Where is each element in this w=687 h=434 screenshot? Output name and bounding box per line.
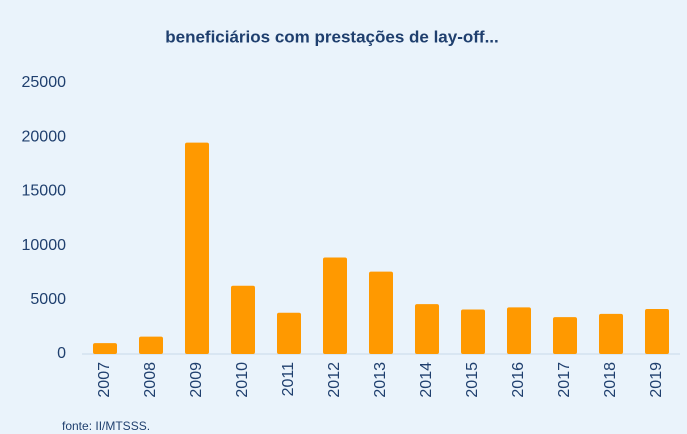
bar (645, 309, 669, 354)
bar (231, 285, 255, 354)
bar (185, 142, 209, 354)
y-tick-label: 20000 (22, 128, 67, 145)
x-tick-label: 2010 (234, 362, 251, 398)
x-tick-label: 2018 (602, 362, 619, 398)
y-tick-label: 0 (57, 345, 66, 362)
bar (553, 317, 577, 354)
x-tick-label: 2015 (464, 362, 481, 398)
source-note: fonte: II/MTSSS. (62, 419, 150, 433)
bar (599, 313, 623, 354)
x-tick-label: 2014 (418, 362, 435, 398)
y-tick-label: 5000 (30, 291, 66, 308)
y-tick-label: 10000 (22, 237, 67, 254)
x-tick-label: 2016 (510, 362, 527, 398)
bar (507, 307, 531, 354)
y-tick-label: 15000 (22, 183, 67, 200)
bar (323, 257, 347, 354)
bar (461, 309, 485, 354)
bar (277, 312, 301, 354)
chart-title: beneficiários com prestações de lay-off.… (165, 27, 499, 46)
bar (415, 304, 439, 354)
x-tick-label: 2012 (326, 362, 343, 398)
x-tick-label: 2017 (556, 362, 573, 398)
x-tick-label: 2007 (96, 362, 113, 398)
x-tick-label: 2011 (280, 362, 297, 397)
bar (139, 336, 163, 354)
y-tick-label: 25000 (22, 74, 67, 91)
x-tick-label: 2008 (142, 362, 159, 398)
x-tick-label: 2013 (372, 362, 389, 398)
bar (369, 271, 393, 354)
x-tick-label: 2009 (188, 362, 205, 398)
x-tick-label: 2019 (648, 362, 665, 398)
bar (93, 343, 117, 354)
